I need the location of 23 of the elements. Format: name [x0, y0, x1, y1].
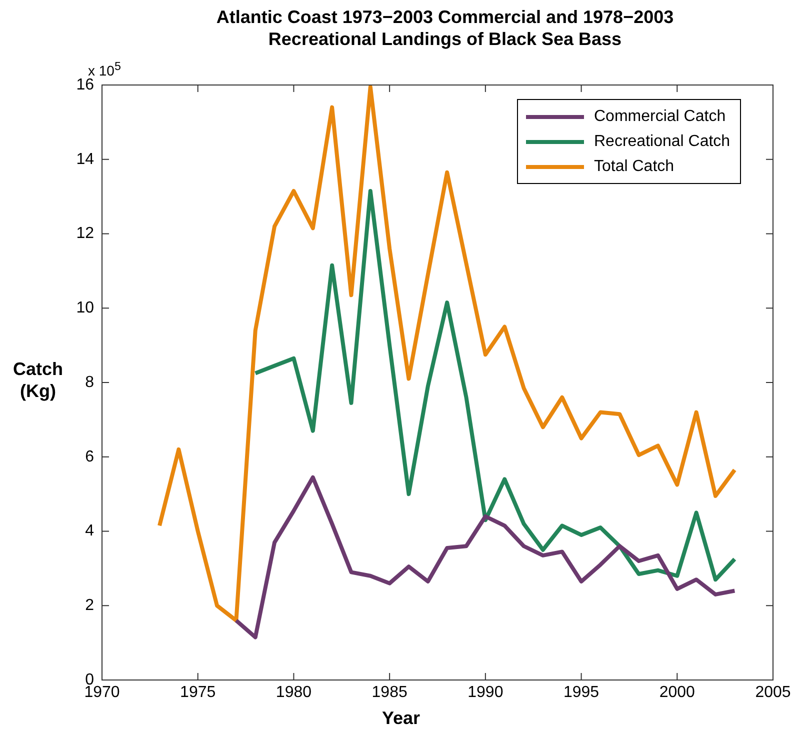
legend-label: Recreational Catch: [594, 132, 730, 150]
x-tick-label: 2000: [659, 684, 696, 702]
y-tick-label: 8: [85, 374, 94, 391]
y-tick-label: 4: [85, 522, 94, 540]
y-tick-label: 14: [76, 150, 94, 168]
legend-label: Commercial Catch: [594, 108, 726, 126]
x-axis-title: Year: [380, 708, 422, 729]
x-tick-label: 1990: [468, 684, 504, 702]
x-tick-label: 1995: [563, 684, 600, 702]
x-tick-label: 2005: [755, 684, 791, 702]
y-tick-label: 6: [85, 448, 94, 466]
x-tick-label: 1980: [276, 684, 312, 702]
text: x 10$^{5}$: [88, 60, 121, 79]
x-tick-label: 1975: [180, 684, 216, 702]
legend-label: Total Catch: [594, 158, 674, 176]
x-tick-label: 1985: [372, 684, 408, 702]
y-tick-label: 16: [76, 76, 94, 94]
x-tick-label: 1970: [84, 684, 120, 702]
chart-title: Atlantic Coast 1973−2003 Commercial and 1978−2003 Recreational Landings of Black Sea Bass: [215, 6, 675, 50]
y-axis-title: Catch (Kg): [12, 358, 64, 402]
y-tick-label: 12: [76, 225, 94, 242]
y-tick-label: 2: [85, 597, 94, 614]
y-tick-label: 10: [76, 300, 94, 317]
